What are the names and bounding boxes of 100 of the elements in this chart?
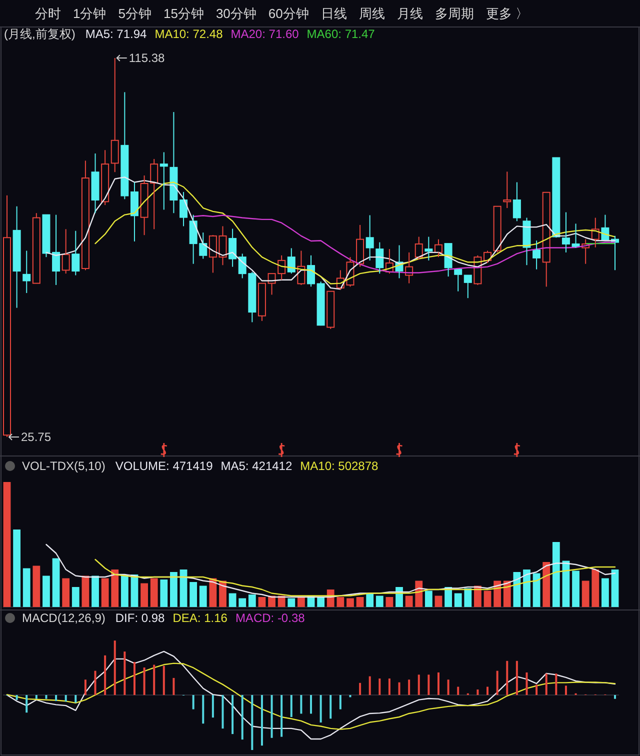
candlestick xyxy=(130,182,138,242)
bar xyxy=(386,597,394,607)
bar xyxy=(101,578,109,607)
bar xyxy=(84,680,86,695)
bar xyxy=(140,583,148,607)
bar xyxy=(536,684,538,695)
bar xyxy=(503,580,511,607)
annotation: 115.38 xyxy=(128,51,166,65)
bar xyxy=(542,562,550,607)
bar xyxy=(428,674,430,695)
text: DIF: 0.98 xyxy=(115,611,166,625)
text: VOLUME: 471419 xyxy=(115,459,214,473)
bar xyxy=(280,695,283,737)
text: 5分钟 xyxy=(118,6,152,21)
candlestick xyxy=(72,230,80,276)
bar xyxy=(496,670,498,695)
bar xyxy=(190,582,198,607)
candlestick xyxy=(110,58,119,173)
text: 1分钟 xyxy=(73,6,106,21)
bar xyxy=(614,695,616,699)
bar xyxy=(437,672,440,695)
candlestick xyxy=(366,214,374,261)
bar xyxy=(317,597,325,607)
bar xyxy=(3,482,11,607)
bar xyxy=(62,578,70,607)
bar xyxy=(150,578,158,607)
text: 更多 〉 xyxy=(486,6,528,21)
bar xyxy=(457,686,460,695)
candlestick xyxy=(572,223,580,248)
text: 日线 xyxy=(320,6,347,21)
candlestick xyxy=(91,152,100,214)
text: MA60: 71.47 xyxy=(306,27,376,41)
bar xyxy=(13,530,21,607)
bar xyxy=(359,682,362,695)
candlestick xyxy=(307,254,315,288)
bar xyxy=(133,662,136,695)
bar xyxy=(297,597,305,607)
bar xyxy=(545,674,548,695)
candlestick xyxy=(434,238,442,258)
bar xyxy=(388,678,390,695)
bar xyxy=(258,597,266,607)
text: 月线 xyxy=(396,6,423,21)
text: 60分钟 xyxy=(268,6,309,21)
candlestick xyxy=(228,228,237,268)
text: 周线 xyxy=(358,6,385,21)
bar xyxy=(398,682,400,695)
bar xyxy=(464,588,472,607)
bar xyxy=(582,580,590,607)
text: 多周期 xyxy=(434,6,474,21)
bar xyxy=(290,695,292,717)
bar xyxy=(260,695,263,746)
bar xyxy=(278,596,286,607)
bar xyxy=(104,655,106,695)
bar xyxy=(484,590,492,607)
text: MA5: 421412 xyxy=(220,459,292,473)
bar xyxy=(300,695,302,714)
bar xyxy=(162,666,165,695)
bar xyxy=(143,668,146,695)
text: MA20: 71.60 xyxy=(230,27,300,41)
candlestick xyxy=(532,240,541,270)
bar xyxy=(35,695,38,699)
bar xyxy=(153,664,156,695)
bar xyxy=(376,596,384,607)
bar xyxy=(219,580,226,607)
bar xyxy=(241,695,244,740)
bar xyxy=(601,578,609,607)
candlestick xyxy=(12,206,21,308)
text: MA10: 72.48 xyxy=(154,27,224,41)
bar xyxy=(378,678,381,695)
bar xyxy=(366,593,374,607)
bar xyxy=(418,674,420,695)
bar xyxy=(288,598,296,607)
bar xyxy=(32,566,40,607)
bar xyxy=(45,695,48,699)
bar xyxy=(124,652,126,695)
bar xyxy=(346,598,354,607)
bar xyxy=(170,572,178,607)
candlestick xyxy=(101,150,110,206)
bar xyxy=(592,570,600,607)
bar xyxy=(513,572,521,607)
candlestick xyxy=(62,228,70,274)
bar xyxy=(92,576,99,607)
bar xyxy=(476,690,479,695)
candlestick xyxy=(376,242,384,274)
bar xyxy=(120,574,128,607)
candlestick xyxy=(22,250,31,294)
bar xyxy=(212,695,214,718)
bar xyxy=(52,558,60,607)
bar xyxy=(22,568,30,607)
bar xyxy=(180,570,188,607)
bar xyxy=(408,680,410,695)
bar xyxy=(405,596,413,607)
text: MA5: 71.94 xyxy=(85,27,148,41)
bar xyxy=(368,676,371,695)
bar xyxy=(64,695,67,702)
candlestick xyxy=(52,214,60,286)
text: 15分钟 xyxy=(163,6,204,21)
bar xyxy=(232,695,234,734)
bar xyxy=(82,576,90,607)
bar xyxy=(248,594,256,607)
